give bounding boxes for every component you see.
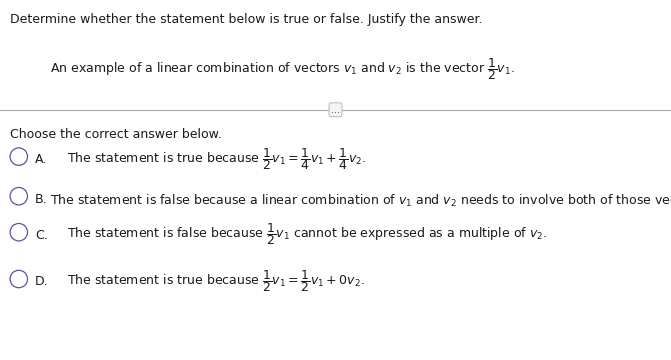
Text: A.: A. [35, 153, 47, 166]
Text: C.: C. [35, 229, 48, 242]
Text: The statement is false because $\dfrac{1}{2}v_1$ cannot be expressed as a multip: The statement is false because $\dfrac{1… [67, 221, 547, 247]
Text: An example of a linear combination of vectors $v_1$ and $v_2$ is the vector $\df: An example of a linear combination of ve… [50, 56, 515, 82]
Text: The statement is false because a linear combination of $v_1$ and $v_2$ needs to : The statement is false because a linear … [50, 193, 671, 210]
Text: ...: ... [331, 105, 340, 115]
Text: Determine whether the statement below is true or false. Justify the answer.: Determine whether the statement below is… [10, 13, 482, 26]
Text: The statement is true because $\dfrac{1}{2}v_1 = \dfrac{1}{4}v_1 + \dfrac{1}{4}v: The statement is true because $\dfrac{1}… [67, 146, 366, 172]
Text: B.: B. [35, 193, 48, 206]
Text: Choose the correct answer below.: Choose the correct answer below. [10, 128, 222, 141]
Text: D.: D. [35, 275, 48, 288]
Text: The statement is true because $\dfrac{1}{2}v_1 = \dfrac{1}{2}v_1 + 0v_2$.: The statement is true because $\dfrac{1}… [67, 268, 365, 294]
